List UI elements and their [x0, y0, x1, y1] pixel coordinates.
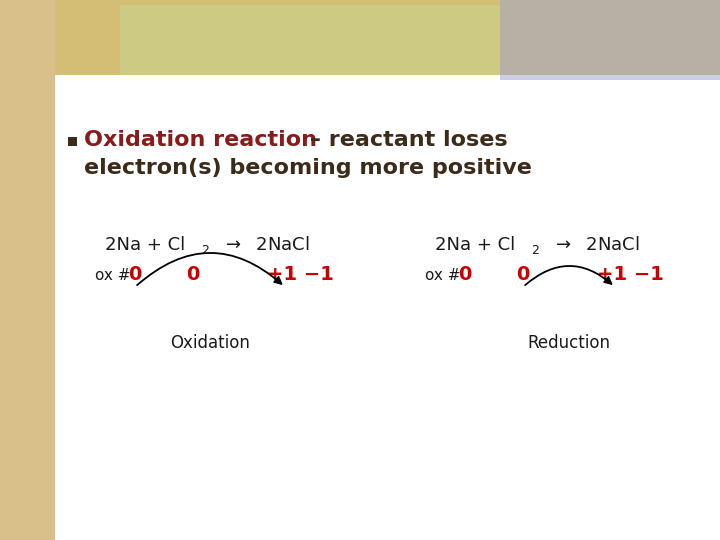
Text: 0: 0 [128, 266, 142, 285]
Text: 2: 2 [531, 245, 539, 258]
Text: ox #: ox # [425, 267, 461, 282]
Text: +1 −1: +1 −1 [266, 266, 333, 285]
Text: $\rightarrow$  2NaCl: $\rightarrow$ 2NaCl [541, 236, 640, 254]
Text: electron(s) becoming more positive: electron(s) becoming more positive [84, 158, 532, 178]
Text: Oxidation: Oxidation [170, 334, 250, 352]
Bar [0, 0, 55, 540]
Text: +1 −1: +1 −1 [597, 266, 663, 285]
Bar [68, 137, 77, 146]
Text: ox #: ox # [95, 267, 130, 282]
Text: – reactant loses: – reactant loses [302, 130, 508, 150]
Bar [55, 75, 720, 540]
Bar [120, 5, 500, 75]
Bar [500, 0, 720, 80]
Text: 2: 2 [201, 245, 209, 258]
Text: Reduction: Reduction [528, 334, 611, 352]
Text: Oxidation reaction: Oxidation reaction [84, 130, 317, 150]
Text: 2Na + Cl: 2Na + Cl [105, 236, 185, 254]
Text: 0: 0 [459, 266, 472, 285]
Text: 0: 0 [516, 266, 530, 285]
Text: $\rightarrow$  2NaCl: $\rightarrow$ 2NaCl [211, 236, 310, 254]
Text: 0: 0 [186, 266, 199, 285]
Bar [55, 0, 720, 80]
Text: 2Na + Cl: 2Na + Cl [435, 236, 516, 254]
